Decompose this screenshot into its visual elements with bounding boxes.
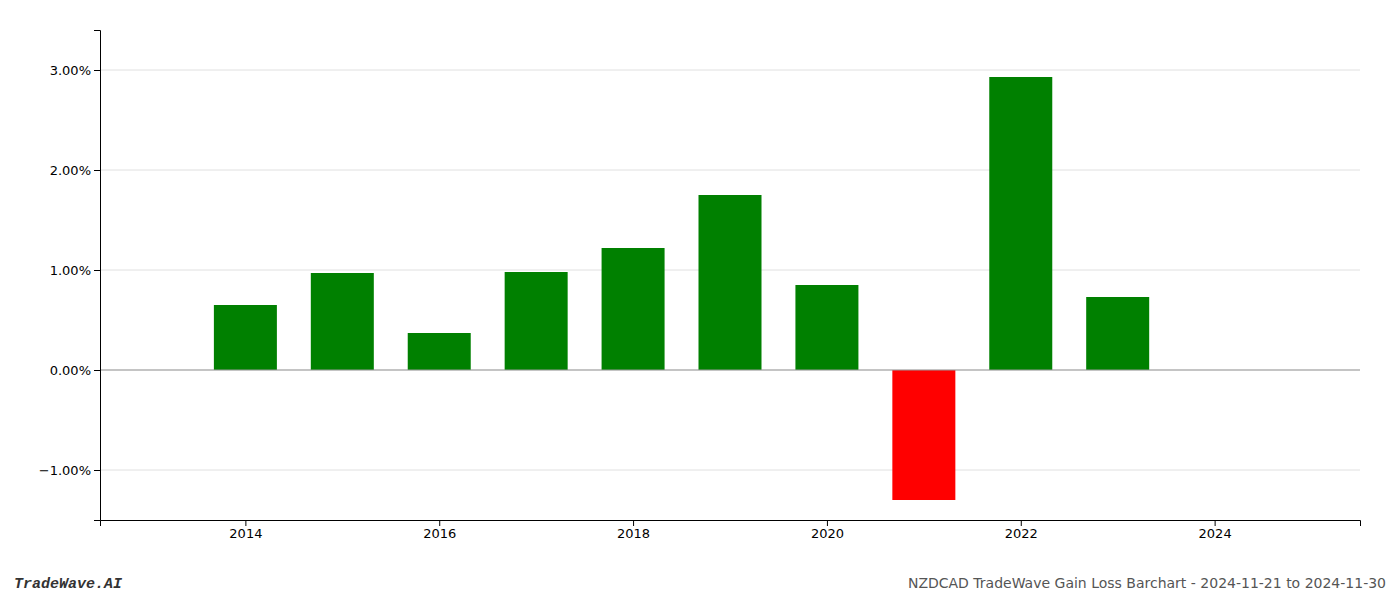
tick: 2016 <box>423 520 456 541</box>
bar <box>602 248 665 370</box>
bar <box>795 285 858 370</box>
tick-mark <box>1021 520 1022 526</box>
footer-right: NZDCAD TradeWave Gain Loss Barchart - 20… <box>908 575 1386 591</box>
bars <box>214 77 1149 500</box>
axis-line <box>101 521 1361 527</box>
tick-mark <box>439 520 440 526</box>
tick-label: 1.00% <box>50 263 91 278</box>
bar <box>989 77 1052 370</box>
grid <box>100 70 1360 470</box>
tick-label: 2020 <box>811 526 844 541</box>
tick-mark <box>94 70 100 71</box>
chart: −1.00%0.00%1.00%2.00%3.00%20142016201820… <box>0 0 1400 600</box>
tick-label: 2018 <box>617 526 650 541</box>
plot: −1.00%0.00%1.00%2.00%3.00%20142016201820… <box>39 31 1361 542</box>
tick: 2022 <box>1005 520 1038 541</box>
tick: 2.00% <box>50 163 100 178</box>
tick-label: 3.00% <box>50 63 91 78</box>
tick-label: 2022 <box>1005 526 1038 541</box>
tick-mark <box>245 520 246 526</box>
grid-line <box>100 70 1360 71</box>
grid-line <box>100 170 1360 171</box>
tick: 2014 <box>229 520 262 541</box>
tick-mark <box>827 520 828 526</box>
tick: 2024 <box>1199 520 1232 541</box>
bar <box>311 273 374 370</box>
axis-line <box>94 31 101 521</box>
tick-label: 2024 <box>1199 526 1232 541</box>
x-axis: 2014 2016 2018 2020 2022 2024 <box>101 520 1361 541</box>
bar <box>214 305 277 370</box>
tick-label: 2014 <box>229 526 262 541</box>
footer-left: TradeWave.AI <box>14 576 123 593</box>
grid-line <box>100 470 1360 471</box>
tick: 1.00% <box>50 263 100 278</box>
y-axis: −1.00% 0.00% 1.00% 2.00% 3.00% <box>39 31 101 521</box>
tick-mark <box>94 370 100 371</box>
bar <box>408 333 471 370</box>
bar <box>699 195 762 370</box>
tick: −1.00% <box>39 463 100 478</box>
tick-label: 2016 <box>423 526 456 541</box>
tick-mark <box>94 470 100 471</box>
zero-line <box>100 370 1360 371</box>
tick-mark <box>1215 520 1216 526</box>
tick: 2018 <box>617 520 650 541</box>
bar <box>505 272 568 370</box>
grid-line <box>100 370 1360 371</box>
tick-mark <box>94 170 100 171</box>
tick-label: 0.00% <box>50 363 91 378</box>
tick: 3.00% <box>50 63 100 78</box>
tick: 2020 <box>811 520 844 541</box>
tick-mark <box>633 520 634 526</box>
tick: 0.00% <box>50 363 100 378</box>
bar <box>1086 297 1149 370</box>
tick-label: −1.00% <box>39 463 91 478</box>
bar <box>892 370 955 500</box>
tick-mark <box>94 270 100 271</box>
tick-label: 2.00% <box>50 163 91 178</box>
